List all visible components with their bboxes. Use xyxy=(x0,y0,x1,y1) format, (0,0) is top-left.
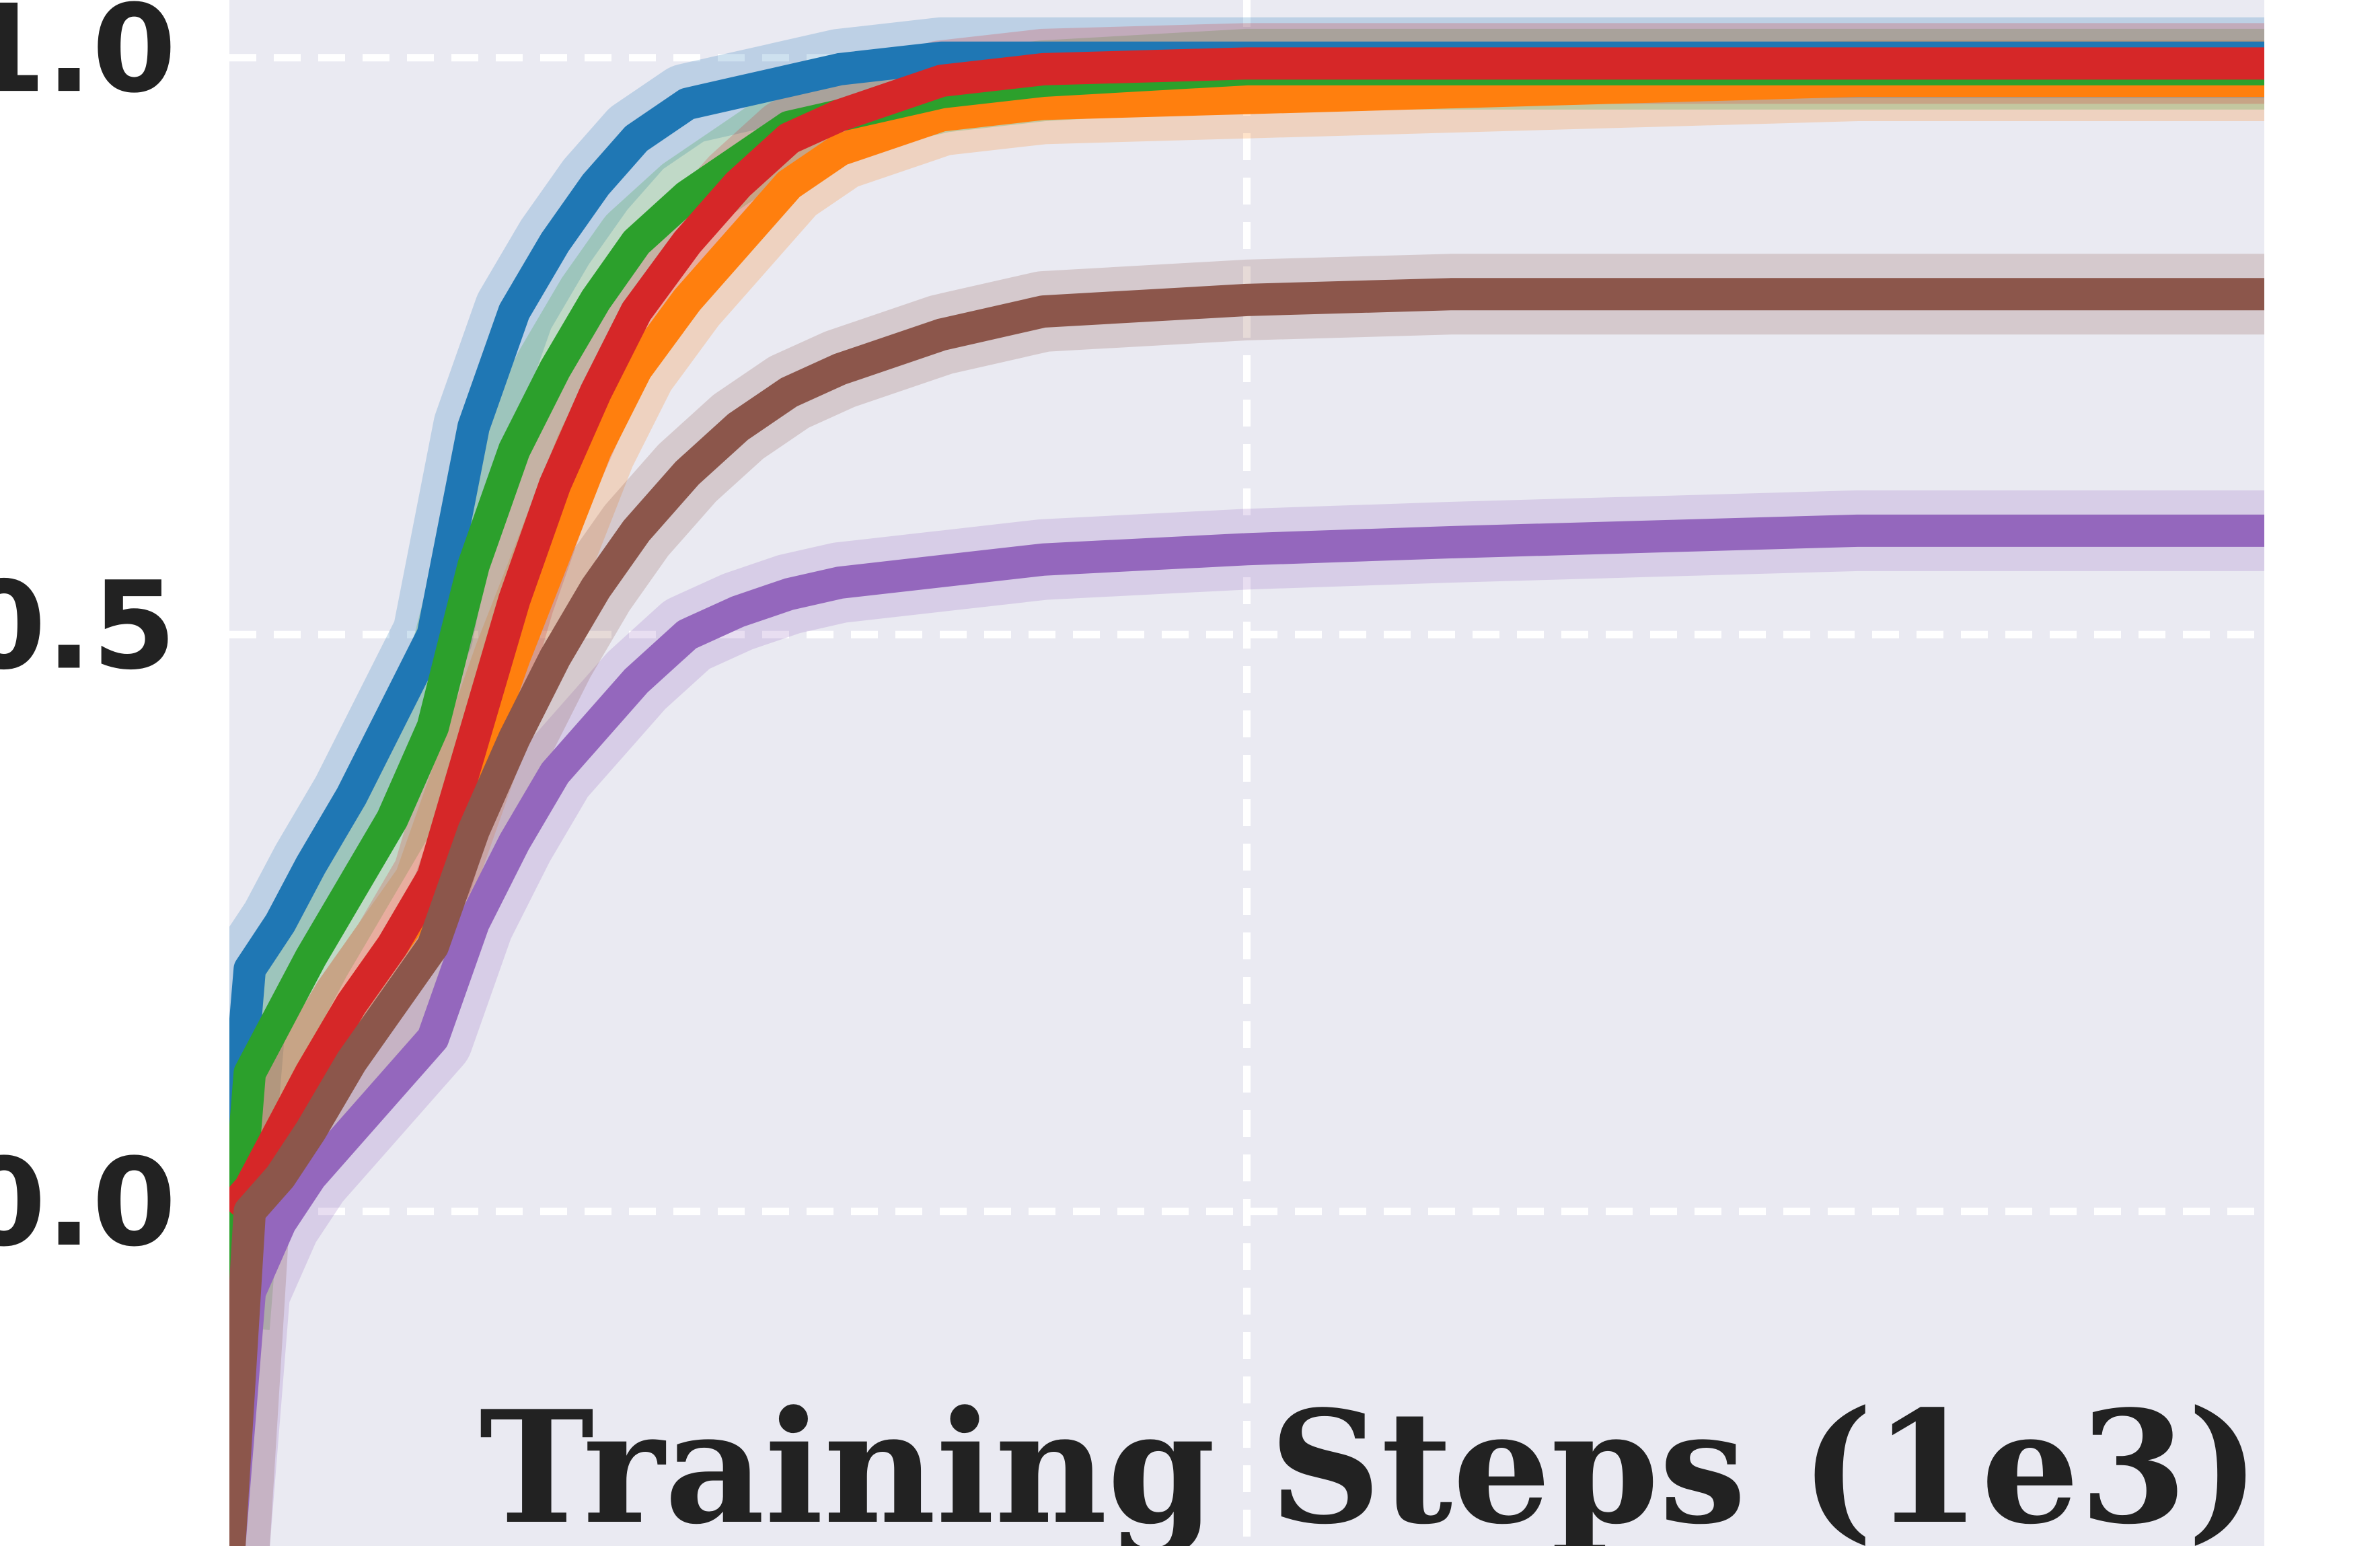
series-line xyxy=(229,47,2264,1222)
series-line xyxy=(229,278,2264,1546)
series-line xyxy=(229,514,2264,1546)
y-tick-label: 0.0 xyxy=(0,1133,176,1274)
labels: 0.0 0.5 1.0 xyxy=(0,0,176,1274)
x-axis-label: Training Steps (1e3) xyxy=(479,1377,2260,1546)
lines xyxy=(229,17,2264,1546)
y-tick-label: 1.0 xyxy=(0,0,176,120)
y-tick-label: 0.5 xyxy=(0,556,176,697)
